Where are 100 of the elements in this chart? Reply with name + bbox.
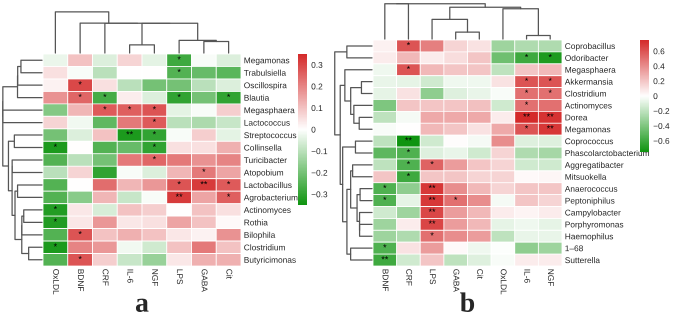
y-tick-label: Coprobacillus [565, 42, 615, 51]
data-label: * [406, 66, 410, 70]
x-tick-label: CRF [406, 269, 412, 286]
y-tick-label: Agrobacterium [244, 194, 298, 202]
y-tick-label: Peptoniphilus [565, 198, 615, 206]
data-label: * [430, 161, 434, 164]
data-label: * [227, 181, 230, 184]
data-label: * [548, 54, 552, 58]
color-bar-label: −0.2 [312, 170, 328, 176]
y-tick-label: Oscillospira [244, 82, 287, 90]
y-tick-label: Haemophilus [565, 233, 614, 242]
y-tick-label: Porphyromonas [565, 221, 624, 230]
y-tick-label: Butyricimonas [244, 256, 296, 265]
y-tick-label: Trabulsiella [244, 70, 286, 76]
data-label: * [178, 94, 181, 97]
data-label: ** [428, 220, 436, 224]
data-label: * [54, 206, 57, 210]
data-label: * [454, 196, 458, 200]
x-tick-label: BDNF [382, 269, 388, 292]
data-label: * [406, 42, 410, 46]
data-label: * [202, 168, 206, 172]
data-label: * [406, 172, 410, 176]
y-tick-label: Lactobacillus [244, 182, 292, 188]
y-tick-label: Actinomyces [244, 206, 291, 215]
text: b [460, 292, 474, 312]
y-tick-label: Aggregatibacter [564, 162, 624, 170]
data-label: * [152, 106, 156, 110]
data-label: * [152, 144, 156, 147]
data-label: ** [176, 194, 182, 197]
data-label: * [406, 161, 410, 164]
y-tick-label: Blautia [244, 94, 270, 101]
x-tick-label: OxLDL [53, 269, 60, 294]
data-label: * [152, 131, 156, 134]
x-tick-label: NGF [152, 269, 158, 286]
x-tick-label: LPS [430, 269, 436, 284]
color-bar-label: 0.2 [653, 78, 664, 84]
data-label: * [383, 244, 386, 248]
y-tick-label: Megasphaera [244, 107, 295, 115]
data-label: * [406, 149, 410, 152]
y-tick-label: 1–68 [565, 245, 583, 252]
data-label: ** [546, 125, 554, 129]
data-label: ** [546, 113, 554, 117]
y-tick-label: Dorea [565, 114, 588, 120]
color-bar-label: 0.3 [311, 62, 322, 68]
data-label: * [178, 181, 181, 184]
y-tick-label: Megasphaera [565, 66, 616, 74]
color-bar-label: 0.1 [311, 105, 322, 112]
x-tick-label: Cit [226, 269, 233, 279]
data-label: * [78, 94, 82, 97]
y-tick-label: Bilophila [244, 232, 276, 240]
x-tick-label: IL-6 [524, 270, 530, 283]
y-tick-label: Clostridium [244, 244, 285, 250]
data-label: * [430, 232, 434, 236]
data-label: * [227, 194, 230, 197]
color-bar-label: 0 [311, 126, 316, 133]
data-label: * [548, 78, 552, 81]
data-label: ** [381, 256, 388, 260]
x-tick-label: IL-6 [127, 270, 134, 283]
x-tick-label: BDNF [78, 269, 84, 292]
data-label: ** [428, 208, 436, 212]
color-bar-label: −0.1 [312, 148, 328, 154]
data-label: ** [200, 181, 208, 184]
y-tick-label: Collinsella [244, 144, 282, 151]
y-tick-label: Megamonas [244, 58, 290, 65]
data-label: * [524, 90, 528, 93]
data-label: * [178, 68, 181, 72]
color-bar-label: −0.6 [654, 138, 670, 144]
data-label: * [152, 118, 156, 122]
data-label: * [383, 196, 386, 200]
data-label: * [54, 218, 57, 222]
data-label: * [548, 90, 552, 93]
data-label: ** [126, 131, 133, 134]
y-tick-label: Clostridium [565, 90, 606, 97]
x-tick-label: GABA [202, 269, 208, 292]
data-label: ** [428, 196, 436, 200]
y-tick-label: Odoribacter [565, 54, 608, 61]
x-tick-label: Cit [477, 269, 484, 279]
x-tick-label: OxLDL [500, 269, 507, 294]
data-label: * [524, 78, 528, 81]
data-label: * [524, 102, 528, 105]
data-label: ** [405, 137, 412, 140]
x-tick-label: GABA [453, 269, 460, 292]
data-label: ** [523, 113, 530, 117]
y-tick-label: Lactococcus [244, 120, 290, 126]
y-tick-label: Megamonas [565, 126, 610, 134]
data-label: * [103, 106, 106, 110]
data-label: * [128, 106, 132, 110]
x-tick-label: NGF [548, 269, 554, 286]
y-tick-label: Streptococcus [244, 132, 296, 140]
y-tick-label: Sutterella [565, 257, 600, 264]
y-tick-label: Turicibacter [244, 156, 287, 164]
color-bar-label: 0.4 [653, 63, 665, 70]
color-bar-label: −0.2 [654, 108, 670, 114]
data-label: ** [428, 184, 436, 188]
y-tick-label: Mitsuokella [565, 174, 606, 180]
data-label: * [78, 81, 82, 84]
data-label: * [103, 94, 106, 97]
data-label: * [178, 56, 181, 60]
y-tick-label: Actinomyces [564, 102, 612, 110]
color-bar-label: 0.6 [653, 48, 664, 54]
